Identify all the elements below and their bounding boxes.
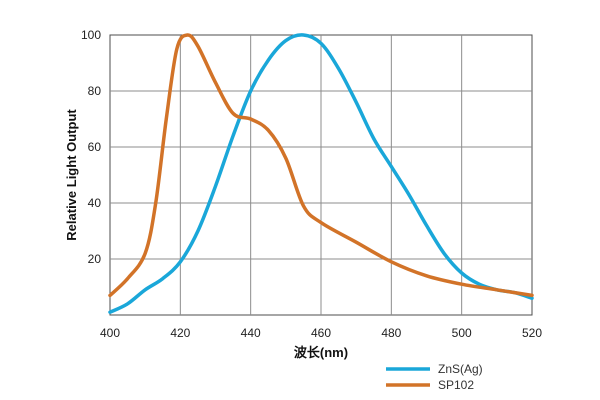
x-tick-label-460: 460 bbox=[311, 326, 331, 340]
legend-label-znsag: ZnS(Ag) bbox=[438, 362, 483, 376]
legend: ZnS(Ag) SP102 bbox=[386, 362, 483, 392]
y-tick-label-20: 20 bbox=[88, 252, 102, 266]
series-line-znsag bbox=[108, 33, 534, 314]
y-tick-label-60: 60 bbox=[88, 140, 102, 154]
y-axis-label: Relative Light Output bbox=[64, 109, 79, 241]
series-line-sp102 bbox=[108, 33, 534, 298]
y-tick-label-100: 100 bbox=[81, 28, 101, 42]
legend-label-sp102: SP102 bbox=[438, 378, 474, 392]
x-tick-label-500: 500 bbox=[452, 326, 472, 340]
series-lines bbox=[108, 33, 534, 314]
y-tick-label-40: 40 bbox=[88, 196, 102, 210]
x-tick-label-400: 400 bbox=[100, 326, 120, 340]
x-axis-label: 波长(nm) bbox=[294, 345, 348, 360]
x-tick-label-420: 420 bbox=[170, 326, 190, 340]
y-tick-label-80: 80 bbox=[88, 84, 102, 98]
x-axis-ticks: 400 420 440 460 480 500 520 bbox=[100, 326, 542, 340]
x-tick-label-520: 520 bbox=[522, 326, 542, 340]
x-tick-label-480: 480 bbox=[381, 326, 401, 340]
y-axis-ticks: 20 40 60 80 100 bbox=[81, 28, 101, 266]
grid bbox=[110, 35, 532, 315]
x-tick-label-440: 440 bbox=[241, 326, 261, 340]
